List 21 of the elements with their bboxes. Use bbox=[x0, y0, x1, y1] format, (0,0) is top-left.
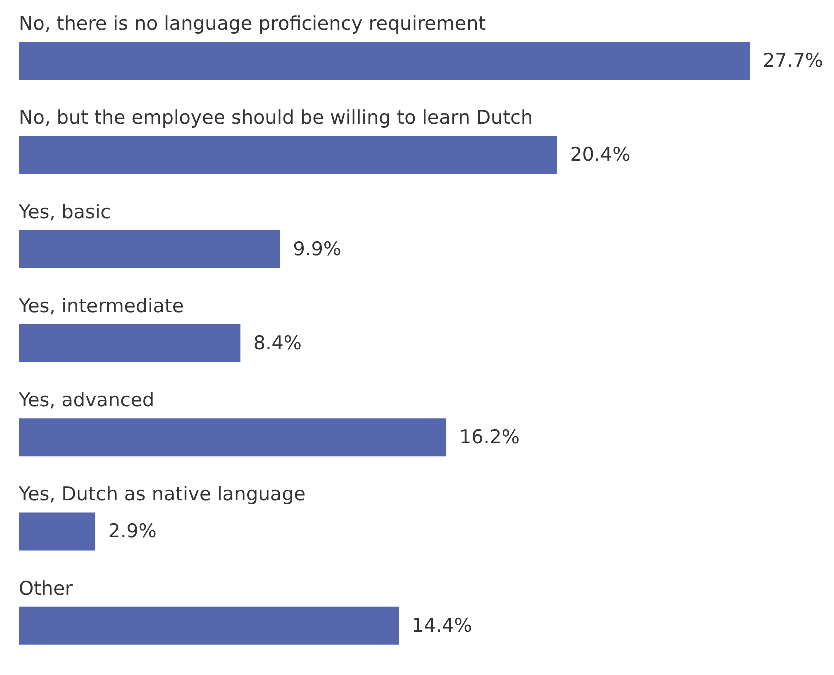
data-label: 27.7% bbox=[763, 50, 824, 72]
data-label: 16.2% bbox=[460, 426, 520, 449]
y-tick-label: No, but the employee should be willing to learn Dutch bbox=[19, 107, 534, 130]
data-label: 2.9% bbox=[108, 520, 157, 543]
y-tick-label: Yes, Dutch as native language bbox=[18, 484, 306, 506]
y-tick-label: Yes, advanced bbox=[18, 390, 155, 412]
data-label: 9.9% bbox=[293, 238, 342, 260]
bar bbox=[19, 42, 750, 80]
data-label: 20.4% bbox=[570, 144, 631, 166]
y-tick-label: No, there is no language proficiency requirement bbox=[19, 13, 486, 35]
bar bbox=[19, 324, 241, 362]
y-tick-label: Yes, basic bbox=[18, 201, 112, 224]
y-tick-label: Yes, intermediate bbox=[18, 295, 184, 318]
bar bbox=[19, 418, 447, 457]
bar bbox=[19, 606, 400, 645]
y-tick-label: Other bbox=[19, 578, 74, 600]
bar bbox=[19, 230, 280, 268]
data-label: 14.4% bbox=[412, 614, 472, 637]
bar bbox=[19, 512, 96, 551]
bar bbox=[19, 136, 558, 174]
data-label: 8.4% bbox=[254, 332, 302, 354]
